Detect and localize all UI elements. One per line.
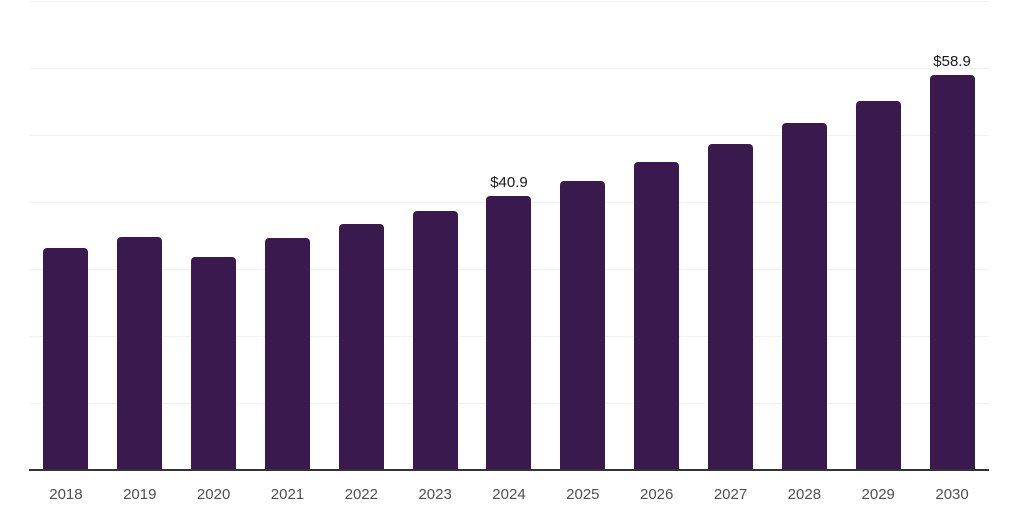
bar-group-2023 [398,1,472,470]
bar-group-2026 [620,1,694,470]
bar-group-2030: $58.9 [915,1,989,470]
bar-2025 [560,180,606,470]
x-tick-2019: 2019 [123,486,157,503]
bar-group-2027 [694,1,768,470]
bar-2026 [634,161,680,470]
x-tick-2018: 2018 [49,486,83,503]
x-tick-2021: 2021 [270,486,305,503]
bar-2030 [929,75,975,470]
bar-value-label: $58.9 [933,53,971,71]
x-tick-2020: 2020 [196,486,231,503]
bar-group-2019 [103,1,177,470]
bar-2022 [338,224,384,470]
x-axis-tick-labels: 2018 2019 2020 2021 2022 2023 2024 2025 … [29,471,989,503]
x-axis-line [29,469,989,471]
gridline [29,135,989,136]
x-tick-2025: 2025 [566,486,600,503]
bar-2019 [117,236,163,470]
bar-group-2029 [841,1,915,470]
bars-row: $40.9 $58 [29,1,989,470]
bar-2029 [855,100,901,470]
x-tick-2027: 2027 [713,486,748,503]
x-tick-2022: 2022 [344,486,378,503]
bar-group-2020 [177,1,251,470]
x-tick-2030: 2030 [935,486,969,503]
bar-value-label: $40.9 [490,174,528,191]
bar-2020 [191,256,237,470]
bar-2021 [264,237,310,470]
gridline [29,1,989,2]
bar-group-2028 [767,1,841,470]
bar-2018 [43,247,89,470]
x-tick-2029: 2029 [861,486,895,503]
bar-group-2022 [324,1,398,470]
bar-group-2021 [251,1,325,470]
x-tick-2023: 2023 [418,486,452,503]
x-tick-2026: 2026 [639,486,674,503]
bar-2024 [486,196,532,470]
bar-2028 [781,122,827,470]
bar-2023 [412,211,458,470]
bar-group-2018 [29,1,103,470]
bar-group-2024: $40.9 [472,1,546,470]
gridline [29,68,989,69]
x-tick-2024: 2024 [492,486,526,503]
bar-group-2025 [546,1,620,470]
x-tick-2028: 2028 [787,486,822,503]
bar-2027 [708,143,754,470]
plot-area: $40.9 $58 [29,1,989,470]
